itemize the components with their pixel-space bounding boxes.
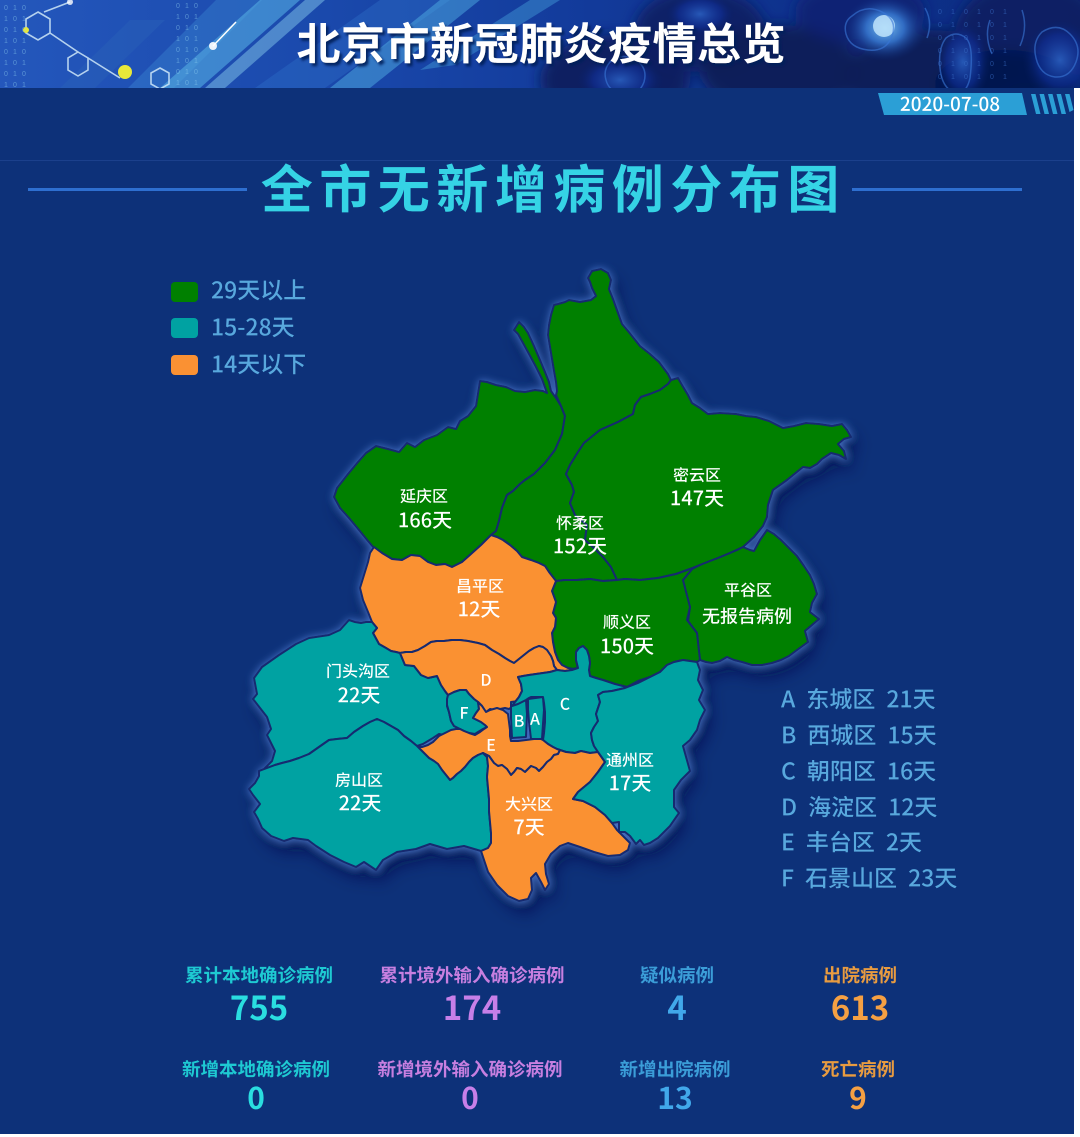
svg-text:0: 0 [964, 9, 968, 16]
svg-text:1: 1 [951, 74, 955, 81]
svg-text:0: 0 [964, 74, 968, 81]
svg-text:0: 0 [964, 61, 968, 68]
svg-text:0: 0 [938, 9, 942, 16]
svg-text:0: 0 [4, 5, 8, 12]
svg-text:1: 1 [194, 58, 198, 65]
svg-text:1: 1 [977, 74, 981, 81]
svg-text:1: 1 [176, 36, 180, 43]
svg-text:0: 0 [185, 58, 189, 65]
svg-text:1: 1 [185, 25, 189, 32]
svg-text:1: 1 [4, 60, 8, 67]
svg-text:0: 0 [194, 3, 198, 10]
svg-text:1: 1 [185, 47, 189, 54]
svg-text:0: 0 [938, 22, 942, 29]
svg-text:0: 0 [990, 22, 994, 29]
svg-text:1: 1 [951, 22, 955, 29]
svg-text:1: 1 [194, 14, 198, 21]
svg-text:1: 1 [1003, 9, 1007, 16]
svg-text:1: 1 [951, 35, 955, 42]
svg-text:0: 0 [4, 49, 8, 56]
svg-text:1: 1 [951, 61, 955, 68]
svg-text:1: 1 [176, 80, 180, 87]
svg-text:1: 1 [951, 9, 955, 16]
svg-text:1: 1 [13, 71, 17, 78]
svg-text:1: 1 [22, 16, 26, 23]
svg-text:1: 1 [22, 60, 26, 67]
svg-text:1: 1 [951, 48, 955, 55]
svg-text:1: 1 [977, 9, 981, 16]
svg-text:0: 0 [176, 25, 180, 32]
svg-text:0: 0 [4, 71, 8, 78]
svg-text:1: 1 [176, 58, 180, 65]
svg-text:0: 0 [194, 47, 198, 54]
svg-text:0: 0 [185, 36, 189, 43]
svg-text:1: 1 [13, 5, 17, 12]
svg-text:1: 1 [1003, 48, 1007, 55]
svg-text:0: 0 [990, 61, 994, 68]
svg-text:0: 0 [13, 82, 17, 89]
svg-text:1: 1 [1003, 74, 1007, 81]
svg-text:0: 0 [22, 71, 26, 78]
svg-text:0: 0 [990, 48, 994, 55]
svg-text:0: 0 [22, 27, 26, 34]
svg-text:1: 1 [977, 35, 981, 42]
svg-text:0: 0 [964, 22, 968, 29]
svg-text:0: 0 [176, 3, 180, 10]
svg-text:0: 0 [990, 9, 994, 16]
svg-text:1: 1 [1003, 35, 1007, 42]
svg-text:1: 1 [1003, 61, 1007, 68]
svg-text:0: 0 [13, 60, 17, 67]
svg-text:0: 0 [176, 47, 180, 54]
svg-text:0: 0 [938, 74, 942, 81]
svg-text:0: 0 [194, 69, 198, 76]
svg-text:0: 0 [938, 48, 942, 55]
svg-text:1: 1 [4, 82, 8, 89]
svg-text:1: 1 [22, 82, 26, 89]
svg-text:0: 0 [990, 74, 994, 81]
svg-text:0: 0 [22, 5, 26, 12]
svg-text:0: 0 [4, 27, 8, 34]
svg-text:1: 1 [977, 61, 981, 68]
svg-text:1: 1 [22, 38, 26, 45]
svg-text:1: 1 [176, 14, 180, 21]
svg-text:1: 1 [185, 3, 189, 10]
svg-text:1: 1 [194, 36, 198, 43]
svg-text:0: 0 [964, 35, 968, 42]
svg-text:0: 0 [22, 49, 26, 56]
svg-text:1: 1 [185, 69, 189, 76]
svg-text:0: 0 [964, 48, 968, 55]
svg-text:0: 0 [938, 61, 942, 68]
svg-text:0: 0 [938, 35, 942, 42]
svg-text:0: 0 [185, 14, 189, 21]
svg-text:0: 0 [194, 25, 198, 32]
svg-text:0: 0 [13, 16, 17, 23]
svg-text:0: 0 [13, 38, 17, 45]
svg-text:0: 0 [990, 35, 994, 42]
svg-text:1: 1 [13, 27, 17, 34]
svg-text:1: 1 [4, 16, 8, 23]
svg-text:1: 1 [4, 38, 8, 45]
svg-text:0: 0 [185, 80, 189, 87]
svg-text:1: 1 [1003, 22, 1007, 29]
svg-text:1: 1 [977, 22, 981, 29]
svg-text:0: 0 [176, 69, 180, 76]
svg-text:1: 1 [194, 80, 198, 87]
svg-text:1: 1 [13, 49, 17, 56]
svg-text:1: 1 [977, 48, 981, 55]
